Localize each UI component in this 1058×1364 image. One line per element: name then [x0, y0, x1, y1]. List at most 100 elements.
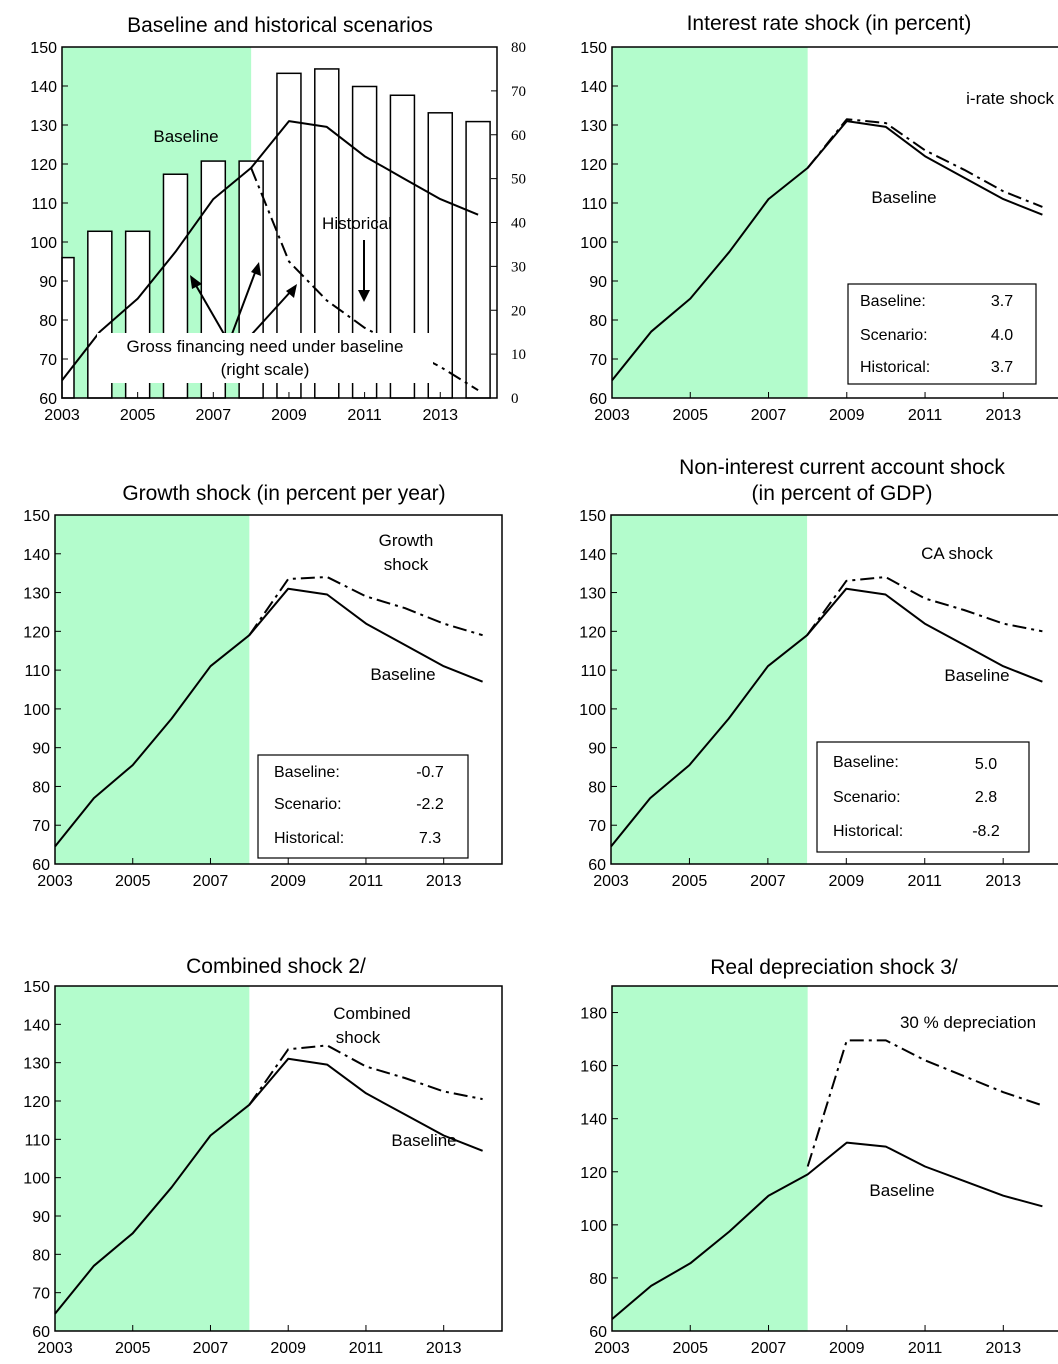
x-tick-label: 2011 — [908, 1340, 943, 1357]
y-tick-label: 70 — [589, 352, 607, 369]
y-tick-label: 100 — [30, 235, 57, 252]
annotation-shock-line2: shock — [336, 1028, 381, 1047]
y-tick-label: 140 — [579, 547, 606, 564]
y-tick-label: 150 — [580, 40, 607, 57]
plot-frame — [610, 514, 1058, 865]
annotation-baseline: Baseline — [391, 1131, 456, 1150]
y-tick-label: 150 — [23, 508, 50, 525]
x-tick-label: 2003 — [44, 407, 80, 424]
x-tick-label: 2003 — [594, 1340, 630, 1357]
y-tick-label: 130 — [23, 1056, 50, 1073]
y-tick-label: 70 — [39, 352, 57, 369]
panel-title: Real depreciation shock 3/ — [710, 956, 958, 979]
y-tick-label: 130 — [579, 586, 606, 603]
y-tick-label: 120 — [580, 1165, 607, 1182]
panel-real-depreciation-shock: Real depreciation shock 3/ 60 80 100 120 140… — [580, 956, 1058, 1357]
y-tick-label: 150 — [579, 508, 606, 525]
series-line-solid — [54, 587, 483, 848]
stats-box-frame — [816, 741, 1030, 853]
y-tick-label: 70 — [32, 818, 50, 835]
x-tick-label: 2005 — [115, 873, 151, 890]
y-tick-label: 110 — [24, 1132, 50, 1149]
stats-label: Scenario: — [860, 327, 928, 344]
x-tick-label: 2011 — [349, 1340, 384, 1357]
y-tick-label: 140 — [580, 1112, 607, 1129]
y-tick-label: 130 — [30, 118, 57, 135]
y-tick-label: 120 — [30, 157, 57, 174]
y2-tick-label: 70 — [511, 84, 526, 100]
annotation-shock: i-rate shock — [966, 89, 1054, 108]
series-line-solid — [54, 1057, 483, 1315]
y-tick-label: 90 — [39, 274, 57, 291]
y-tick-label: 90 — [32, 1209, 50, 1226]
y-tick-label: 180 — [580, 1006, 607, 1023]
annotation-gfn-line1: Gross financing need under baseline — [127, 337, 404, 356]
y-tick-label: 70 — [32, 1286, 50, 1303]
plot-frame — [611, 46, 1058, 399]
x-tick-label: 2005 — [115, 1340, 151, 1357]
x-tick-label: 2011 — [349, 873, 384, 890]
annotation-shock-line1: Combined — [333, 1004, 411, 1023]
stats-value: -8.2 — [972, 823, 1000, 840]
panel-baseline-historical: Baseline and historical scenarios 60 70 80… — [30, 14, 526, 424]
y-tick-label: 130 — [23, 586, 50, 603]
stats-value: 5.0 — [975, 756, 997, 773]
stats-box: Baseline: 5.0 Scenario: 2.8 Historical: … — [816, 741, 1030, 853]
y-tick-label: 120 — [579, 624, 606, 641]
x-tick-label: 2005 — [120, 407, 156, 424]
y2-tick-label: 80 — [511, 40, 526, 56]
y2-tick-label: 30 — [511, 259, 526, 275]
y-tick-label: 90 — [588, 741, 606, 758]
stats-box-frame — [847, 283, 1037, 385]
panel-current-account-shock: Non-interest current account shock (in p… — [579, 456, 1058, 890]
annotation-baseline: Baseline — [944, 666, 1009, 685]
arrowhead — [358, 290, 370, 302]
y-tick-label: 80 — [589, 1271, 607, 1288]
y-tick-label: 60 — [589, 391, 607, 408]
y-tick-label: 100 — [23, 1171, 50, 1188]
annotation-baseline: Baseline — [370, 665, 435, 684]
x-tick-label: 2007 — [751, 407, 787, 424]
stats-value: 2.8 — [975, 789, 997, 806]
y-tick-label: 100 — [579, 702, 606, 719]
series-line-dashdot — [248, 1044, 483, 1106]
x-tick-label: 2009 — [270, 1340, 306, 1357]
historical-period-shading — [612, 986, 808, 1331]
x-tick-label: 2013 — [426, 1340, 462, 1357]
stats-value: -2.2 — [416, 796, 444, 813]
y2-tick-label: 20 — [511, 303, 526, 319]
annotation-arrows — [190, 240, 370, 335]
arrow — [251, 289, 293, 335]
panel-title: Baseline and historical scenarios — [127, 14, 433, 37]
y2-tick-label: 0 — [511, 391, 519, 407]
y-tick-label: 140 — [23, 547, 50, 564]
y-tick-label: 140 — [30, 79, 57, 96]
x-tick-label: 2013 — [986, 1340, 1022, 1357]
annotation-baseline: Baseline — [871, 188, 936, 207]
stats-value: 4.0 — [991, 327, 1013, 344]
stats-box: Baseline: -0.7 Scenario: -2.2 Historical… — [257, 754, 469, 859]
x-tick-label: 2013 — [985, 873, 1021, 890]
y-tick-label: 80 — [32, 779, 50, 796]
stats-value: 3.7 — [991, 359, 1013, 376]
annotation-shock-line2: shock — [384, 555, 429, 574]
x-tick-label: 2003 — [594, 407, 630, 424]
stats-label: Historical: — [274, 830, 344, 847]
x-tick-label: 2003 — [37, 1340, 73, 1357]
panel-growth-shock: Growth shock (in percent per year) 60 70 8… — [23, 482, 503, 890]
stats-label: Scenario: — [274, 796, 342, 813]
series-line-dashdot — [248, 576, 483, 637]
y-tick-label: 160 — [580, 1059, 607, 1076]
x-tick-label: 2013 — [422, 407, 458, 424]
stats-label: Baseline: — [860, 293, 926, 310]
series-line-solid — [611, 1141, 1043, 1320]
y-tick-label: 150 — [23, 979, 50, 996]
y-tick-label: 110 — [31, 196, 57, 213]
y-tick-label: 80 — [589, 313, 607, 330]
x-tick-label: 2011 — [347, 407, 382, 424]
annotation-shock: 30 % depreciation — [900, 1013, 1036, 1032]
y-tick-label: 90 — [32, 741, 50, 758]
y-tick-label: 60 — [588, 857, 606, 874]
panel-title: Growth shock (in percent per year) — [122, 482, 445, 505]
